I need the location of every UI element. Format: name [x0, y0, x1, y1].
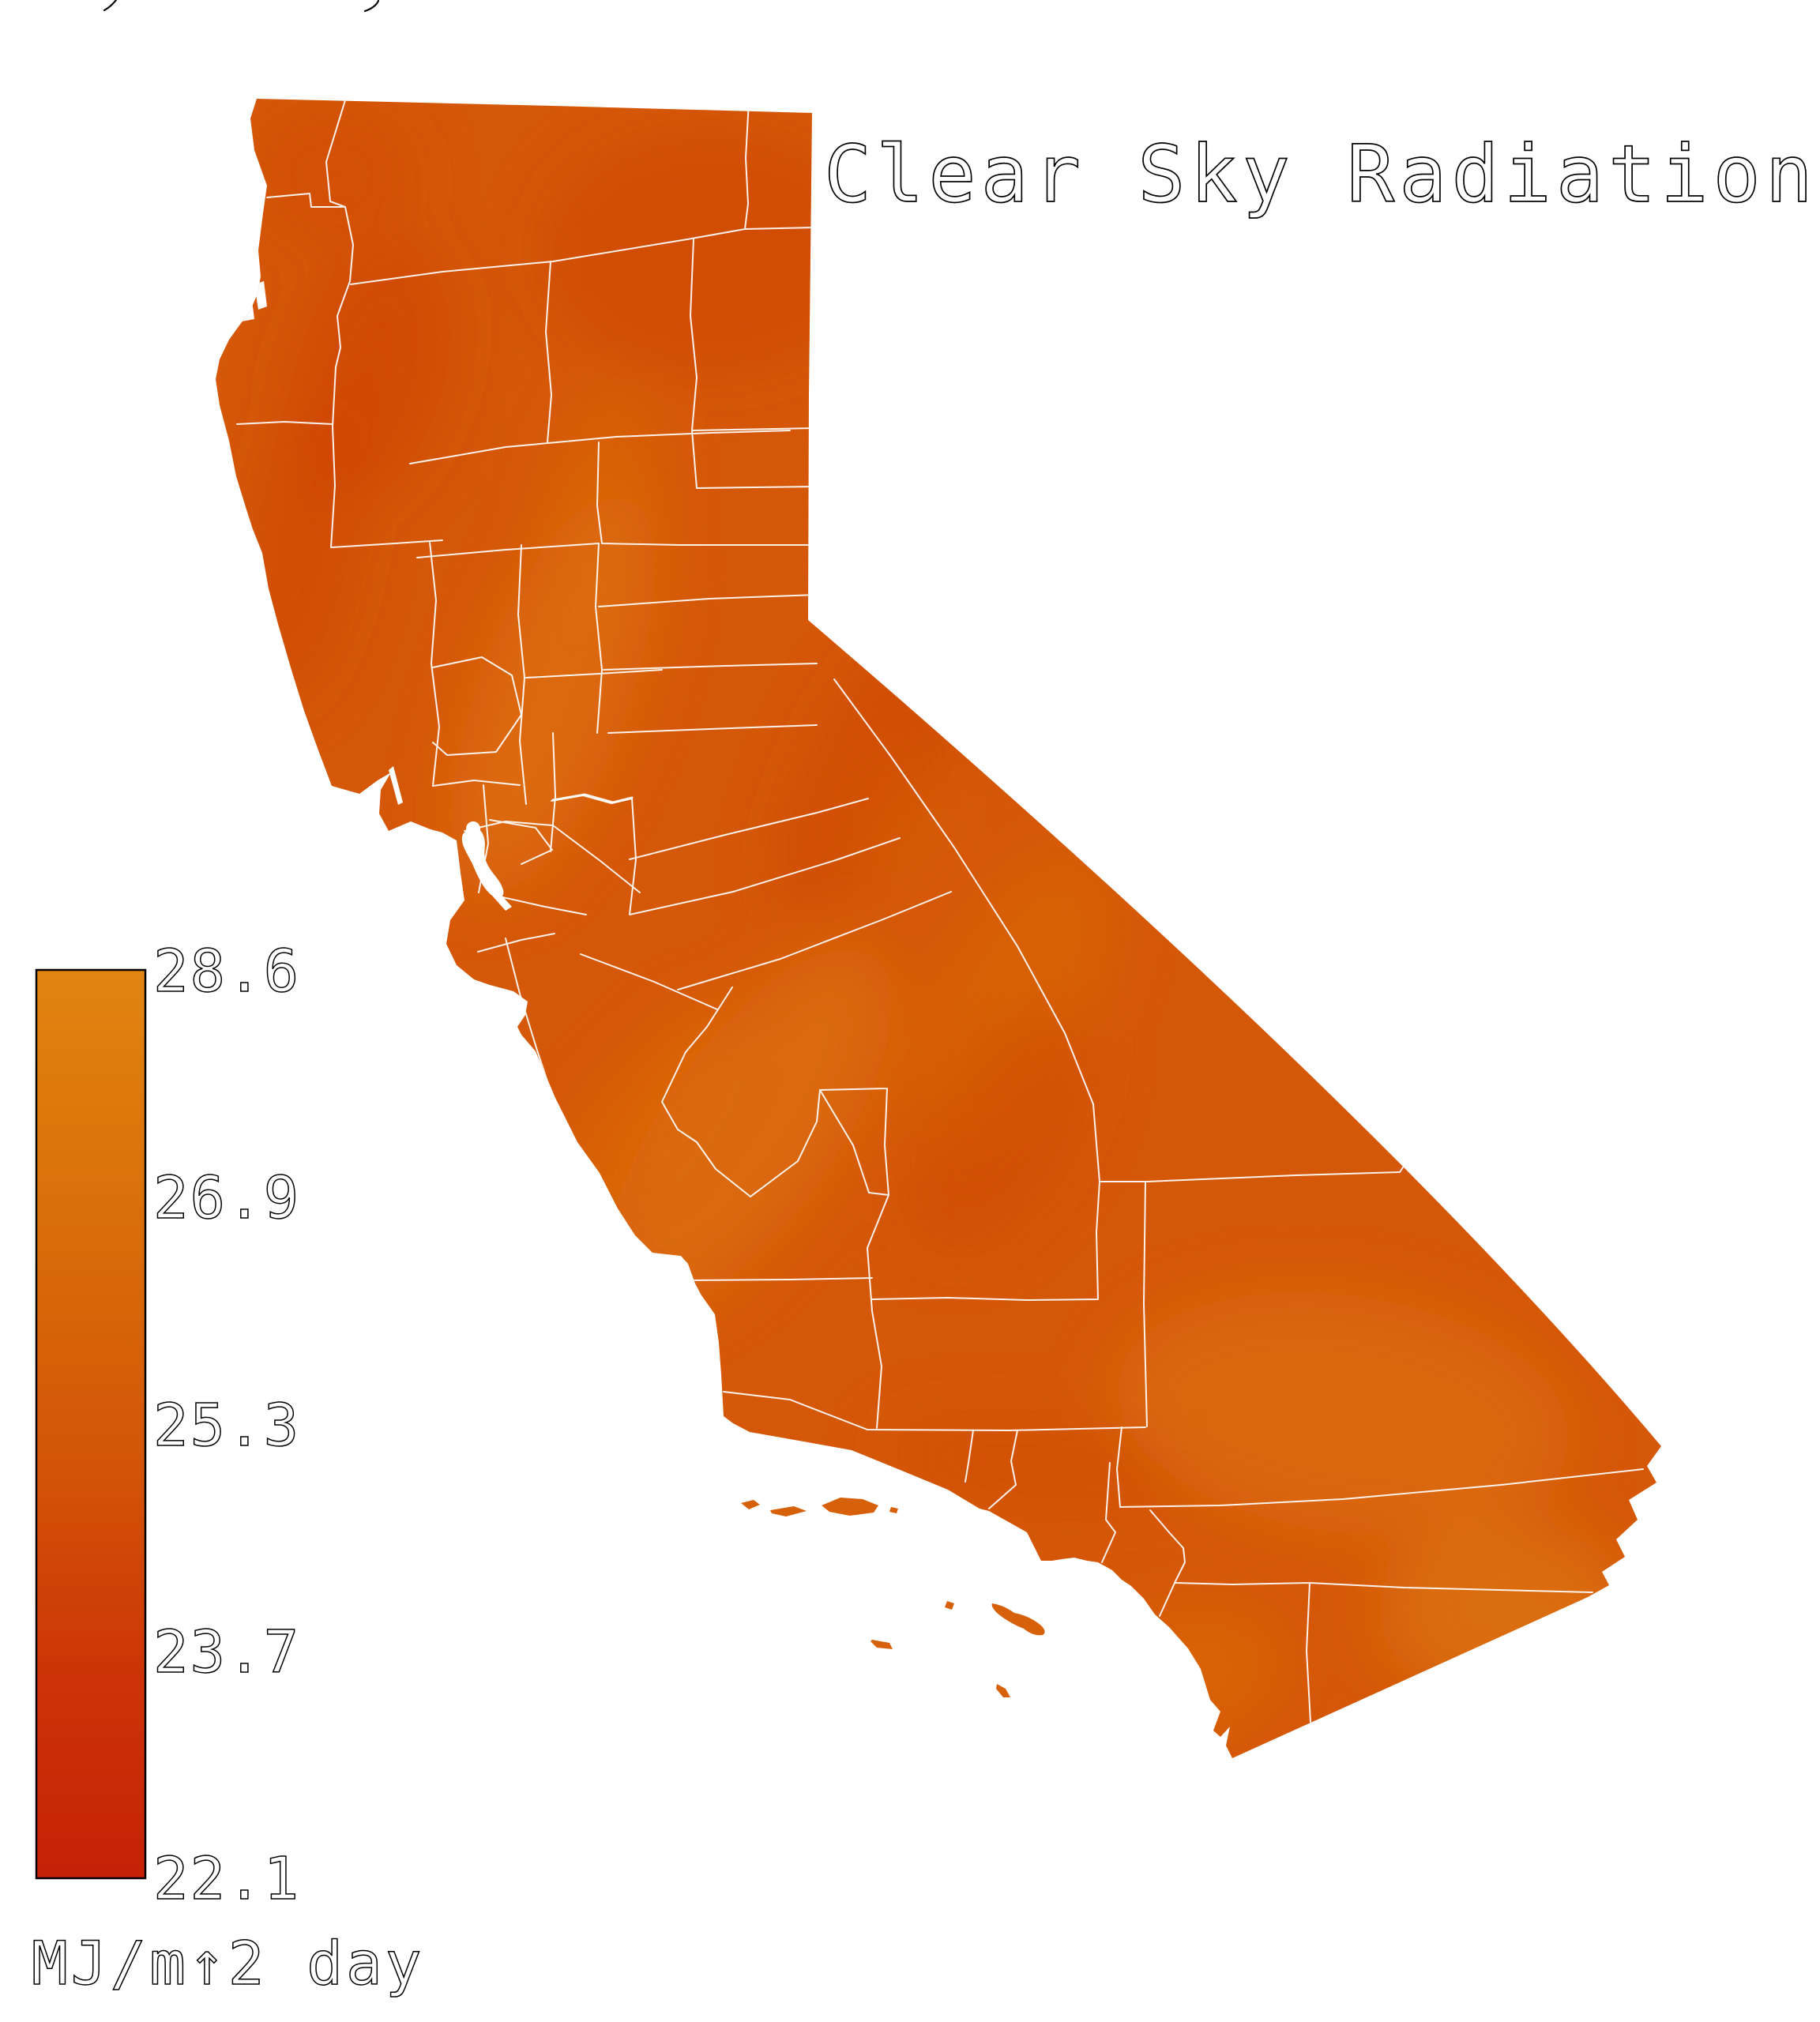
santa-cruz-island [822, 1498, 878, 1516]
tomales-bay [389, 766, 403, 805]
santa-rosa-island [770, 1506, 807, 1516]
san-pablo-bay [466, 821, 480, 836]
delta-channels [551, 793, 634, 804]
colorbar-units-label: MJ/m↑2 day [32, 1928, 425, 1998]
california-map [216, 99, 1661, 1758]
cropped-text-fragment [363, 0, 380, 13]
county-boundaries-north [236, 100, 817, 787]
colorbar-tick-label-max: 28.6 [153, 938, 300, 1005]
colorbar-tick-label: 23.7 [153, 1618, 300, 1686]
cropped-text-fragments [103, 0, 380, 13]
cropped-text-fragment [103, 0, 118, 12]
channel-islands [741, 1498, 1045, 1697]
anacapa-island [889, 1507, 898, 1513]
figure-title: Clear Sky Radiation [824, 128, 1818, 220]
colorbar-tick-label: 26.9 [153, 1164, 300, 1232]
santa-barbara-island [945, 1601, 954, 1610]
county-boundaries-south [723, 1391, 1644, 1723]
humboldt-bay-south [239, 294, 254, 321]
south-sf-bay [493, 891, 512, 911]
colorbar-tick-label-min: 22.1 [153, 1845, 300, 1913]
san-miguel-island [741, 1500, 760, 1509]
county-boundaries-south-central [661, 987, 1450, 1429]
san-francisco-bay [461, 827, 504, 899]
colorbar-gradient [35, 968, 147, 1880]
san-nicolas-island [871, 1640, 893, 1649]
colorbar-tick-label: 25.3 [153, 1392, 300, 1460]
santa-catalina-island [991, 1603, 1045, 1636]
san-clemente-island [996, 1684, 1010, 1697]
colorbar: 28.6 26.9 25.3 23.7 22.1 MJ/m↑2 day [31, 937, 425, 1999]
